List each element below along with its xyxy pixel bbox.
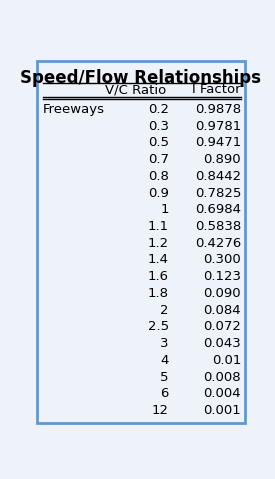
Text: 0.2: 0.2: [148, 103, 169, 116]
Text: Speed/Flow Relationships: Speed/Flow Relationships: [20, 69, 262, 87]
Text: 1.2: 1.2: [147, 237, 169, 250]
Text: 2.5: 2.5: [147, 320, 169, 333]
Text: 0.8: 0.8: [148, 170, 169, 183]
Text: 0.9: 0.9: [148, 186, 169, 200]
Text: 12: 12: [152, 404, 169, 417]
Text: 0.123: 0.123: [203, 270, 241, 283]
Text: 0.043: 0.043: [203, 337, 241, 350]
Text: 2: 2: [160, 304, 169, 317]
Text: 5: 5: [160, 371, 169, 384]
Text: 0.4276: 0.4276: [195, 237, 241, 250]
Text: 1.1: 1.1: [147, 220, 169, 233]
Text: 0.9471: 0.9471: [195, 137, 241, 149]
Text: 0.01: 0.01: [212, 354, 241, 367]
Text: 0.7: 0.7: [148, 153, 169, 166]
Text: 0.7825: 0.7825: [195, 186, 241, 200]
Text: 6: 6: [160, 388, 169, 400]
Text: 0.072: 0.072: [203, 320, 241, 333]
Text: 0.004: 0.004: [204, 388, 241, 400]
Text: Freeways: Freeways: [43, 103, 105, 116]
Text: 4: 4: [160, 354, 169, 367]
Text: I Factor: I Factor: [192, 83, 241, 96]
Text: 0.3: 0.3: [148, 120, 169, 133]
Text: 0.6984: 0.6984: [195, 203, 241, 216]
Text: 0.5838: 0.5838: [195, 220, 241, 233]
Text: 1.8: 1.8: [148, 287, 169, 300]
Text: 0.008: 0.008: [204, 371, 241, 384]
Text: 0.300: 0.300: [203, 253, 241, 266]
Text: 1: 1: [160, 203, 169, 216]
Text: 0.084: 0.084: [204, 304, 241, 317]
Text: 0.5: 0.5: [148, 137, 169, 149]
Text: 0.8442: 0.8442: [195, 170, 241, 183]
Text: 0.9878: 0.9878: [195, 103, 241, 116]
Text: 3: 3: [160, 337, 169, 350]
Text: 0.001: 0.001: [203, 404, 241, 417]
Text: 0.890: 0.890: [204, 153, 241, 166]
Text: V/C Ratio: V/C Ratio: [105, 83, 166, 96]
Text: 1.6: 1.6: [148, 270, 169, 283]
FancyBboxPatch shape: [37, 61, 245, 422]
Text: 0.9781: 0.9781: [195, 120, 241, 133]
Text: 0.090: 0.090: [204, 287, 241, 300]
Text: 1.4: 1.4: [148, 253, 169, 266]
